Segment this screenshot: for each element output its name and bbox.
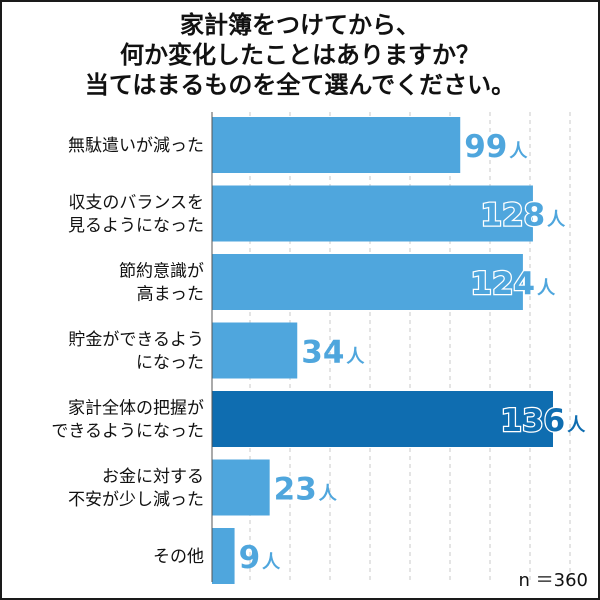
category-label: 貯金ができるよう	[68, 330, 204, 350]
bar	[212, 459, 270, 516]
value-number: 99	[464, 129, 507, 165]
value-number: 136	[501, 403, 566, 439]
title-line-1: 家計簿をつけてから、	[180, 11, 420, 39]
value-number: 128	[480, 198, 545, 234]
category-label: できるようになった	[51, 422, 204, 442]
bar	[212, 185, 533, 242]
value-number: 34	[301, 335, 344, 371]
value-label: 136 人	[501, 403, 587, 439]
value-unit: 人	[509, 141, 528, 162]
title-line-2: 何か変化したことはありますか？	[120, 41, 480, 69]
category-label: 高まった	[137, 285, 204, 305]
value-label: 23 人	[274, 472, 338, 508]
category-label: 家計全体の把握が	[68, 399, 204, 419]
category-label: 無駄遣いが減った	[68, 136, 204, 156]
sample-size-note: n ＝360	[518, 570, 589, 591]
category-label: 不安が少し減った	[68, 490, 204, 510]
title-line-3: 当てはまるものを全て選んでください。	[84, 71, 516, 99]
value-label: 124 人	[470, 266, 556, 302]
chart-title: 家計簿をつけてから、 何か変化したことはありますか？ 当てはまるものを全て選んで…	[2, 10, 598, 100]
value-label: 128 人	[480, 198, 566, 234]
category-label: その他	[153, 547, 204, 567]
bar	[212, 322, 298, 379]
value-number: 9	[239, 540, 261, 576]
category-label: お金に対する	[102, 467, 204, 487]
value-unit: 人	[547, 210, 566, 231]
bar	[212, 117, 461, 173]
category-label: 収支のバランスを	[68, 193, 204, 213]
category-label: 見るようになった	[68, 216, 204, 236]
value-unit: 人	[262, 552, 281, 573]
bar	[212, 254, 523, 310]
value-unit: 人	[537, 278, 556, 299]
category-label: になった	[136, 353, 204, 373]
category-label: 節約意識が	[119, 262, 204, 282]
value-number: 23	[274, 472, 317, 508]
value-unit: 人	[346, 347, 365, 368]
value-number: 124	[470, 266, 535, 302]
value-label: 99 人	[464, 129, 528, 165]
bar	[212, 528, 235, 584]
bar	[212, 391, 553, 447]
value-unit: 人	[567, 415, 586, 436]
value-label: 34 人	[301, 335, 365, 371]
value-unit: 人	[319, 484, 338, 505]
